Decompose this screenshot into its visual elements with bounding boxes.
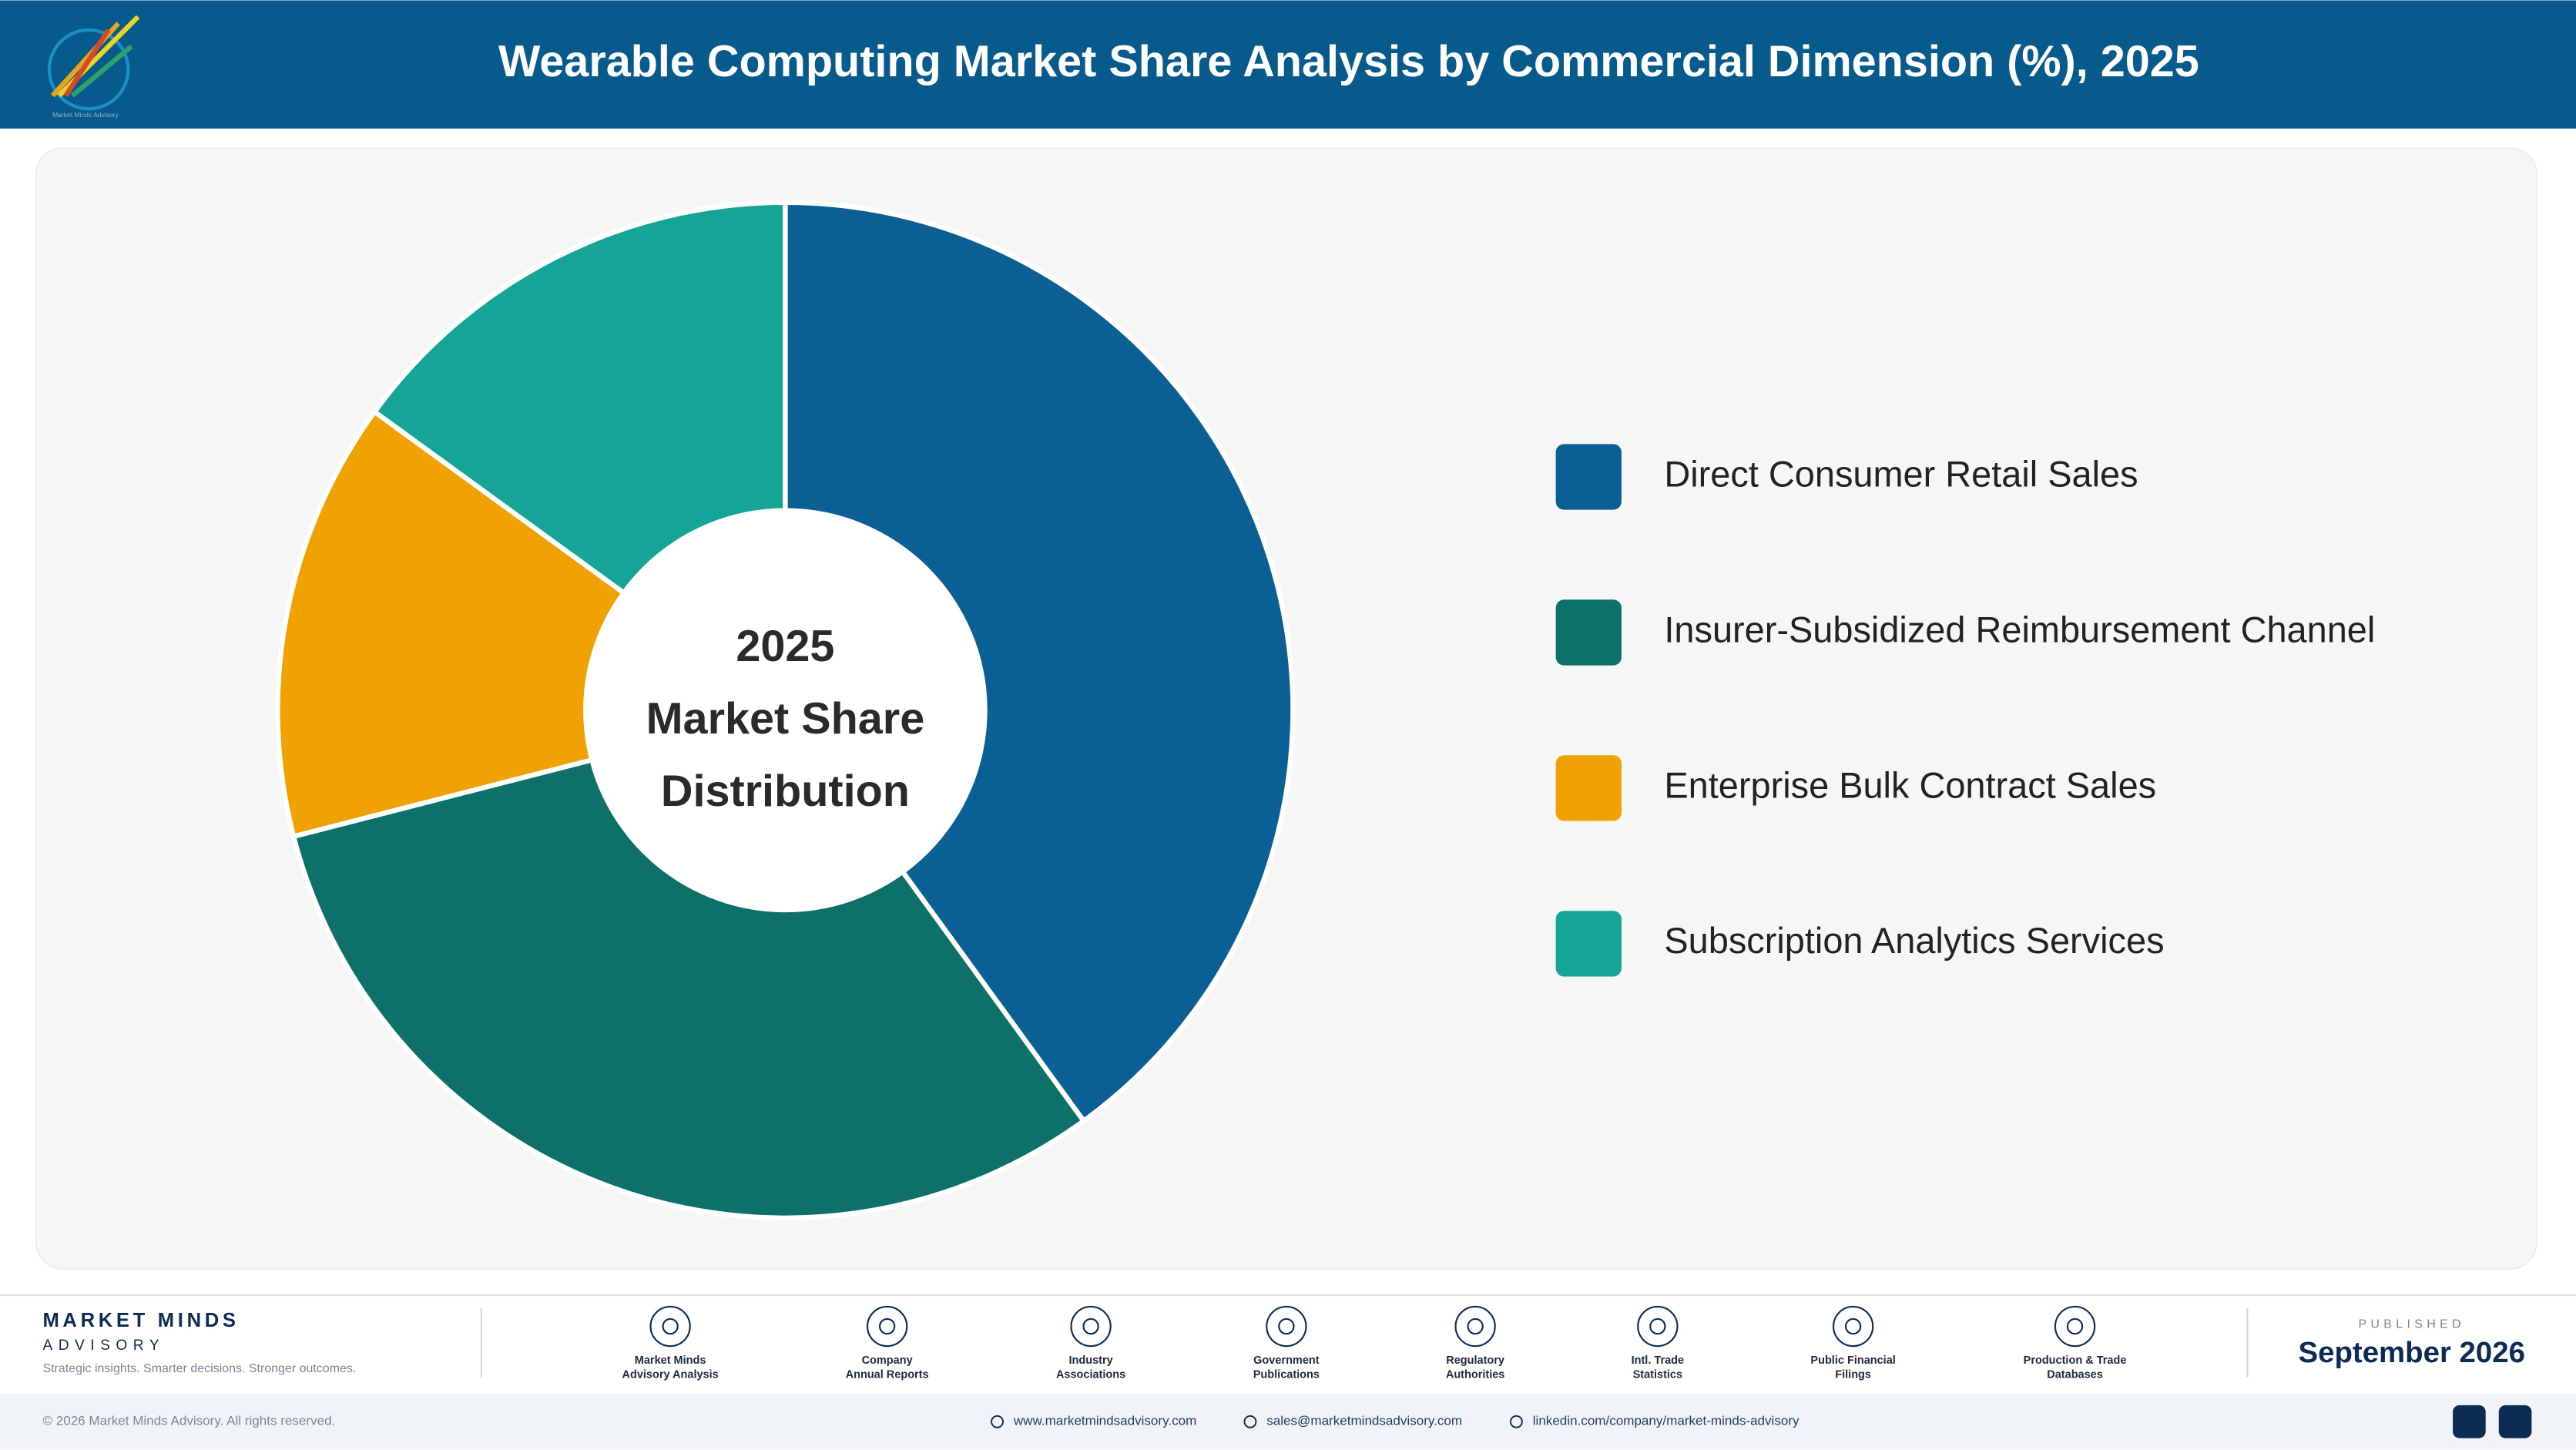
source-label: Databases — [2047, 1368, 2103, 1381]
source-label: Publications — [1253, 1368, 1320, 1381]
source-label: Regulatory — [1446, 1354, 1504, 1367]
center-label: Distribution — [661, 767, 910, 816]
contact-website[interactable]: www.marketmindsadvisory.com — [1013, 1414, 1196, 1428]
contact-icon — [1510, 1415, 1523, 1428]
published-label: PUBLISHED — [2358, 1318, 2465, 1331]
source-label: Government — [1253, 1354, 1320, 1367]
source-label: Authorities — [1446, 1368, 1505, 1381]
legend-swatch — [1555, 444, 1622, 510]
source-icon — [649, 1305, 691, 1348]
source-icon-glyph — [1082, 1317, 1099, 1335]
source-icon-glyph — [1278, 1317, 1295, 1335]
legend-swatch — [1555, 911, 1622, 977]
brand-sub: ADVISORY — [42, 1338, 165, 1354]
logo — [47, 15, 140, 111]
logo-text: Market Minds Advisory — [52, 111, 119, 119]
legend-swatch — [1555, 599, 1622, 666]
source-icon-glyph — [878, 1317, 896, 1335]
legend-label: Direct Consumer Retail Sales — [1664, 454, 2138, 494]
legend-swatch — [1555, 755, 1622, 821]
source-label: Company — [862, 1354, 913, 1367]
pie-slice — [783, 200, 1296, 1125]
donut-hole — [583, 508, 988, 913]
source-label: Industry — [1068, 1354, 1112, 1367]
source-label: Advisory Analysis — [622, 1368, 719, 1381]
source-label: Market Minds — [635, 1354, 706, 1367]
youtube-button[interactable] — [2498, 1405, 2532, 1438]
source-icon — [866, 1305, 908, 1348]
source-icon — [1637, 1305, 1679, 1348]
pie-slice — [290, 707, 1088, 1220]
x-button[interactable] — [2453, 1405, 2486, 1438]
source-icon-glyph — [1844, 1317, 1862, 1335]
source-icon-glyph — [662, 1317, 679, 1335]
source-icon — [1266, 1305, 1307, 1348]
logo-stroke — [70, 44, 133, 98]
source-label: Intl. Trade — [1632, 1354, 1684, 1367]
brand-name: MARKET MINDS — [42, 1310, 239, 1331]
copyright: © 2026 Market Minds Advisory. All rights… — [42, 1414, 335, 1428]
header-bar — [0, 0, 2576, 129]
contact-icon — [991, 1415, 1004, 1428]
source-icon-glyph — [1467, 1317, 1484, 1335]
source-label: Filings — [1835, 1368, 1871, 1381]
logo-stroke — [63, 29, 111, 97]
logo-ring — [47, 28, 130, 111]
contact-email[interactable]: sales@marketmindsadvisory.com — [1266, 1414, 1462, 1428]
source-label: Production & Trade — [2024, 1354, 2127, 1367]
source-icon — [2054, 1305, 2096, 1348]
contact-linkedin[interactable]: linkedin.com/company/market-minds-adviso… — [1533, 1414, 1800, 1428]
contact-icon — [1243, 1415, 1257, 1428]
source-label: Public Financial — [1810, 1354, 1895, 1367]
center-label: Market Share — [646, 694, 925, 743]
source-icon — [1454, 1305, 1496, 1348]
legend-label: Insurer-Subsidized Reimbursement Channel — [1664, 609, 2375, 649]
source-icon-glyph — [2066, 1317, 2084, 1335]
center-label: 2025 — [736, 622, 834, 671]
source-icon — [1832, 1305, 1874, 1348]
source-label: Statistics — [1633, 1368, 1682, 1381]
legend-label: Enterprise Bulk Contract Sales — [1664, 765, 2156, 805]
source-icon-glyph — [1649, 1317, 1666, 1335]
legend-label: Subscription Analytics Services — [1664, 921, 2164, 961]
page-title: Wearable Computing Market Share Analysis… — [498, 37, 2199, 86]
source-label: Annual Reports — [846, 1368, 929, 1381]
source-label: Associations — [1056, 1368, 1125, 1381]
tagline: Strategic insights. Smarter decisions. S… — [42, 1362, 356, 1375]
source-icon — [1070, 1305, 1112, 1348]
published-date: September 2026 — [2299, 1336, 2525, 1369]
footer-bottom-bar — [0, 1393, 2576, 1450]
